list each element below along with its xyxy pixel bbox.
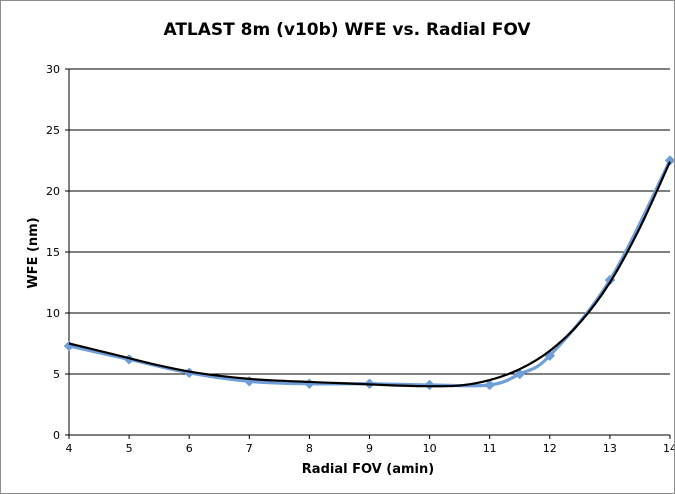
x-tick-label: 6: [186, 442, 193, 455]
y-tick-label: 15: [46, 246, 60, 259]
gridlines: [69, 68, 670, 375]
x-tick-label: 4: [66, 442, 73, 455]
y-axis-title: WFE (nm): [26, 217, 41, 288]
x-tick-label: 5: [126, 442, 133, 455]
data-point-marker: [484, 379, 496, 391]
data-series-line: [68, 159, 672, 388]
x-tick-label: 12: [543, 442, 557, 455]
x-tick-label: 9: [366, 442, 373, 455]
x-tick-label: 14: [663, 442, 674, 455]
x-axis-title: Radial FOV (amin): [302, 462, 434, 477]
x-tick-label: 8: [306, 442, 313, 455]
y-tick-label: 20: [46, 185, 60, 198]
x-tick-label: 11: [483, 442, 497, 455]
y-tick-label: 30: [46, 63, 60, 76]
tick-labels: 0 5 10 15 20 25 30 4 5 6 7 8 9 10 11 12 13 14: [46, 63, 674, 455]
x-tick-label: 7: [246, 442, 253, 455]
x-tick-label: 10: [423, 442, 437, 455]
y-tick-label: 0: [53, 429, 60, 442]
data-point-marker: [304, 378, 315, 390]
y-tick-label: 5: [53, 368, 60, 381]
y-tick-label: 10: [46, 307, 60, 320]
chart-title: ATLAST 8m (v10b) WFE vs. Radial FOV: [163, 20, 531, 40]
series-layer: [63, 155, 674, 391]
y-tick-label: 25: [46, 124, 60, 137]
x-tick-label: 13: [603, 442, 617, 455]
data-point-marker: [63, 340, 75, 352]
data-point-marker: [664, 155, 674, 166]
trendline: [68, 161, 672, 388]
axes: [65, 68, 671, 439]
data-point-marker: [424, 379, 435, 391]
